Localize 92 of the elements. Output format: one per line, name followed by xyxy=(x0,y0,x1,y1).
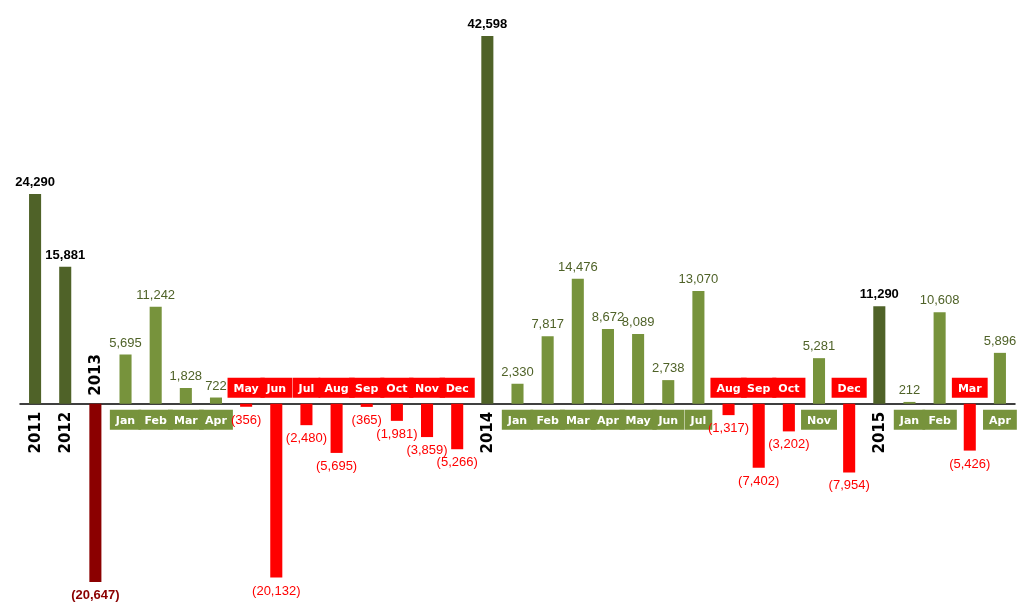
data-label: 10,608 xyxy=(919,292,960,308)
x-tick-label: Oct xyxy=(386,381,408,395)
data-label: 722 xyxy=(205,377,227,393)
bar xyxy=(89,403,102,582)
data-label: 11,290 xyxy=(859,286,899,302)
bar xyxy=(511,383,524,404)
bar xyxy=(571,278,584,404)
bar xyxy=(179,387,192,404)
x-tick-label: Jan xyxy=(506,413,528,427)
data-label: (1,317) xyxy=(707,420,750,436)
x-tick-label: Mar xyxy=(565,413,591,427)
x-tick-label: Feb xyxy=(536,413,559,427)
x-tick-label: Feb xyxy=(144,413,168,427)
x-tick-label: May xyxy=(233,381,259,395)
data-label: (2,480) xyxy=(285,430,328,446)
data-label: 24,290 xyxy=(15,174,55,190)
bar xyxy=(843,403,856,473)
bar xyxy=(963,403,976,451)
data-label: 5,896 xyxy=(983,332,1017,348)
x-tick-label: Mar xyxy=(173,413,199,427)
data-label: 14,476 xyxy=(557,258,598,274)
x-tick-label: May xyxy=(625,413,651,427)
x-tick-label: Apr xyxy=(989,413,1012,427)
bar xyxy=(270,403,283,578)
x-tick-label: Mar xyxy=(957,381,983,395)
data-label: 2,738 xyxy=(651,360,685,376)
data-label: 7,817 xyxy=(531,316,564,332)
bar xyxy=(360,403,373,407)
data-label: 1,828 xyxy=(169,367,203,383)
bar xyxy=(29,194,42,404)
bar xyxy=(993,352,1006,404)
x-tick-label: 2012 xyxy=(56,411,75,454)
bar xyxy=(873,306,886,404)
x-tick-label: Nov xyxy=(415,381,440,395)
x-tick-label: Apr xyxy=(597,413,620,427)
data-label: 212 xyxy=(898,381,921,397)
x-tick-label: Jun xyxy=(657,413,679,427)
data-label: (7,402) xyxy=(738,472,780,488)
bar xyxy=(300,403,313,426)
x-tick-label: Dec xyxy=(445,381,469,395)
bar xyxy=(330,403,343,453)
x-tick-label: Jul xyxy=(689,413,707,427)
bar xyxy=(390,403,403,421)
bar xyxy=(209,397,223,404)
x-tick-label: 2013 xyxy=(86,354,105,396)
bar xyxy=(722,403,735,416)
bar xyxy=(933,312,946,404)
data-label: 5,281 xyxy=(802,338,836,354)
data-label: (7,954) xyxy=(828,477,870,493)
bar xyxy=(421,403,434,438)
bar xyxy=(240,403,253,407)
bar xyxy=(692,290,705,404)
data-label: 5,695 xyxy=(109,334,142,350)
data-label: (5,695) xyxy=(315,457,358,473)
bar xyxy=(149,306,162,404)
x-tick-label: Nov xyxy=(807,413,832,427)
data-label: 15,881 xyxy=(45,246,86,262)
x-tick-label: 2011 xyxy=(26,411,45,454)
x-tick-label: Sep xyxy=(747,381,771,395)
bar xyxy=(632,333,645,404)
data-label: 42,598 xyxy=(467,16,508,31)
x-tick-label: Apr xyxy=(205,413,228,427)
bar xyxy=(662,380,675,404)
bar xyxy=(59,266,72,404)
x-tick-label: Aug xyxy=(716,381,741,395)
x-tick-label: 2014 xyxy=(478,411,497,454)
bar xyxy=(601,328,614,404)
bar xyxy=(451,403,464,450)
bar xyxy=(119,354,132,404)
data-label: 13,070 xyxy=(678,270,719,286)
data-label: (3,202) xyxy=(768,436,810,452)
x-tick-label: Dec xyxy=(837,381,861,395)
x-tick-label: Jun xyxy=(265,381,287,395)
x-tick-label: Jul xyxy=(297,381,315,395)
bar xyxy=(752,403,765,468)
x-tick-label: Aug xyxy=(324,381,349,395)
data-label: (5,426) xyxy=(949,455,991,471)
data-label: (20,132) xyxy=(252,582,301,598)
data-label: 2,330 xyxy=(501,363,534,379)
bar xyxy=(481,36,494,404)
data-label: (365) xyxy=(351,411,382,427)
x-tick-label: Jan xyxy=(898,413,920,427)
data-label: (20,647) xyxy=(71,587,120,602)
bar xyxy=(541,336,554,404)
data-label: 11,242 xyxy=(136,286,176,302)
x-tick-label: Jan xyxy=(114,413,136,427)
x-tick-label: Feb xyxy=(928,413,951,427)
bar xyxy=(782,403,795,432)
x-tick-label: 2015 xyxy=(870,411,889,454)
bar xyxy=(812,358,826,404)
x-tick-label: Sep xyxy=(355,381,379,395)
x-tick-label: Oct xyxy=(778,381,800,395)
